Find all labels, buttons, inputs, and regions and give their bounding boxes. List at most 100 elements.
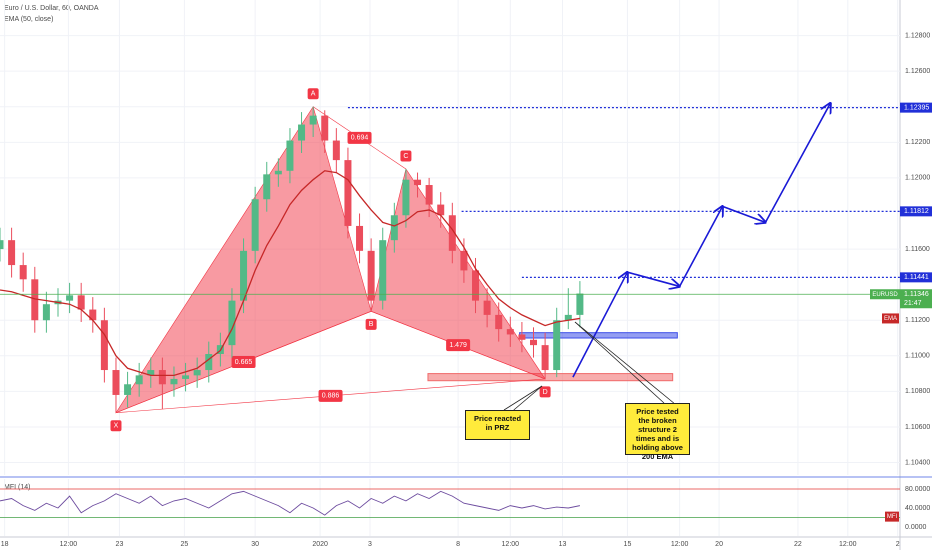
pattern-point-label: C — [403, 153, 408, 160]
candle-body — [541, 345, 549, 371]
callout-pointer — [574, 321, 665, 404]
projection-arrow — [678, 206, 723, 287]
candle-body — [147, 370, 155, 376]
ema-tag-label: EMA — [884, 316, 897, 322]
candle-body — [530, 339, 538, 346]
level-tag-label: 1.11812 — [904, 208, 929, 215]
x-tick-label: 12:00 — [839, 541, 857, 548]
projection-arrow — [722, 205, 766, 222]
price-tag — [900, 289, 932, 309]
candle-body — [553, 320, 561, 371]
ratio-label: 0.665 — [235, 359, 253, 366]
x-tick-label: 18 — [1, 541, 9, 548]
candle-body — [460, 250, 468, 271]
candle-body — [8, 240, 16, 266]
candle-body — [425, 185, 433, 205]
mfi-tick-label: 0.0000 — [905, 524, 927, 531]
candle-body — [298, 124, 306, 141]
candle-body — [193, 370, 201, 376]
y-tick-label: 1.10800 — [905, 388, 930, 395]
candle-body — [228, 300, 236, 346]
callout: Price reacted in PRZ — [465, 410, 530, 440]
candle-body — [112, 370, 120, 395]
mfi-line — [0, 490, 580, 516]
mfi-tag-label: MFI — [887, 514, 898, 520]
x-tick-label: 25 — [181, 541, 189, 548]
candle-body — [19, 265, 27, 280]
candle-body — [42, 304, 50, 321]
x-tick-label: 12:00 — [502, 541, 520, 548]
ratio-box — [446, 339, 471, 352]
candle-body — [240, 250, 248, 301]
level-tag — [900, 272, 932, 283]
candle-body — [564, 314, 572, 321]
y-tick-label: 1.11000 — [905, 353, 930, 360]
candle-body — [506, 329, 514, 335]
x-tick-label: 8 — [456, 541, 460, 548]
ratio-box — [318, 389, 343, 402]
candle-body — [390, 215, 398, 241]
indicator-legend: EMA (50, close) — [4, 16, 53, 23]
callout-pointer — [574, 321, 675, 404]
level-tag — [900, 206, 932, 217]
level-tag-label: 1.11441 — [904, 274, 929, 281]
pattern-point-label: A — [311, 91, 316, 98]
y-tick-label: 1.11600 — [905, 246, 930, 253]
candle-body — [158, 370, 166, 385]
x-tick-label: 20 — [715, 541, 723, 548]
candle-body — [518, 334, 526, 340]
ratio-box — [231, 356, 256, 369]
y-tick-label: 1.10600 — [905, 424, 930, 431]
x-tick-label: 15 — [624, 541, 632, 548]
candle-body — [77, 295, 85, 310]
projection-arrow — [627, 271, 679, 286]
ratio-box — [347, 131, 372, 144]
candle-body — [286, 140, 294, 171]
y-tick-label: 1.11200 — [905, 317, 930, 324]
callout: Price tested the broken structure 2 time… — [625, 403, 690, 461]
candle-body — [135, 375, 143, 385]
symbol-tag — [870, 289, 900, 300]
candle-body — [344, 160, 352, 226]
x-tick-label: 2020 — [312, 541, 328, 548]
ratio-label: 0.886 — [322, 393, 340, 400]
candle-body — [170, 378, 178, 385]
pattern-point-box — [400, 150, 412, 162]
ratio-label: 0.694 — [351, 135, 369, 142]
candle-body — [89, 309, 97, 321]
candle-body — [100, 320, 108, 371]
projection-arrow — [572, 272, 628, 378]
y-tick-label: 1.12600 — [905, 68, 930, 75]
candle-body — [0, 240, 4, 250]
x-tick-label: 13 — [559, 541, 567, 548]
countdown-label: 21:47 — [904, 300, 922, 307]
zone — [519, 332, 678, 339]
candle-body — [251, 199, 259, 251]
candle-body — [356, 225, 364, 251]
x-tick-label: 2 — [896, 541, 900, 548]
mfi-tick-label: 80.0000 — [905, 486, 930, 493]
candle-body — [379, 240, 387, 301]
y-tick-label: 1.12200 — [905, 139, 930, 146]
pattern-point-box — [307, 88, 319, 100]
zone — [427, 373, 674, 382]
candle-body — [309, 115, 317, 125]
candle-body — [367, 250, 375, 301]
pattern-point-label: X — [114, 423, 119, 430]
mfi-tag — [885, 511, 899, 522]
chart-title: Euro / U.S. Dollar, 60, OANDA — [4, 5, 99, 12]
pattern-point-label: D — [543, 389, 548, 396]
pattern-point-label: B — [369, 321, 374, 328]
candle-body — [321, 115, 329, 141]
x-tick-label: 30 — [251, 541, 259, 548]
candle-body — [495, 314, 503, 330]
y-tick-label: 1.10400 — [905, 459, 930, 466]
ratio-label: 1.479 — [449, 342, 467, 349]
candle-body — [483, 300, 491, 315]
x-tick-label: 23 — [116, 541, 124, 548]
candle-body — [182, 375, 190, 379]
x-tick-label: 22 — [794, 541, 802, 548]
pattern-point-box — [110, 420, 122, 432]
